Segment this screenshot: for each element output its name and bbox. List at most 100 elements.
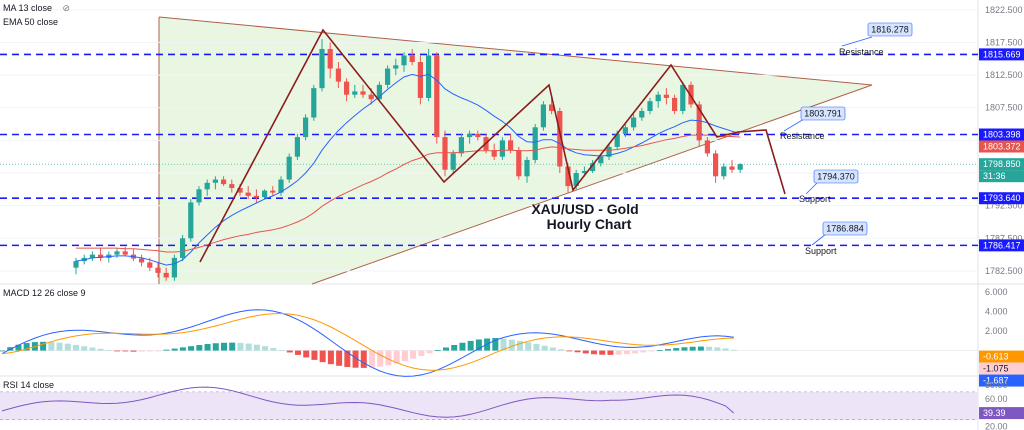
macd-histogram-bar [229,342,236,351]
macd-tick-label: 2.000 [985,326,1008,336]
macd-histogram-bar [171,348,178,351]
price-tick-label: 1817.500 [985,37,1023,47]
candle [401,52,407,72]
candle [417,55,423,105]
candle [688,81,694,108]
candle [426,48,432,102]
macd-histogram-bar [410,350,417,359]
legend-macd[interactable]: MACD 12 26 close 9 [3,288,86,298]
macd-histogram-bar [426,350,433,354]
candle [278,176,284,196]
macd-tick-label: 6.000 [985,287,1008,297]
macd-histogram-bar [253,344,260,351]
macd-badge: -1.075 [979,362,1024,375]
macd-histogram-bar [615,350,622,355]
rsi-pane [0,386,978,420]
candle [155,262,161,278]
legend-ema50[interactable]: EMA 50 close [3,17,58,27]
macd-histogram-bar [632,350,639,354]
svg-text:-1.075: -1.075 [983,364,1009,374]
macd-histogram-bar [196,345,203,351]
candle [663,88,669,105]
label-support-mid: Support [799,194,831,204]
macd-histogram-bar [525,342,532,351]
candle [196,186,202,206]
candle [393,58,399,76]
label-resistance-top: Resistance [839,47,884,57]
macd-histogram-bar [582,350,589,354]
macd-histogram-bar [311,350,318,360]
macd-histogram-bar [418,350,425,356]
macd-histogram-bar [730,349,737,351]
macd-histogram-bar [278,350,285,351]
rsi-tick-label: 80.00 [985,380,1008,390]
price-tick-label: 1822.500 [985,5,1023,15]
macd-histogram-bar [15,344,22,351]
macd-histogram-bar [508,339,515,351]
wave-projection-line [199,28,786,263]
price-badge: 1815.669 [979,48,1024,61]
macd-histogram-bar [295,350,301,355]
candle [89,251,95,262]
candle [188,199,194,242]
macd-histogram-bar [73,344,79,351]
price-grid [0,9,978,272]
candle [631,114,637,131]
macd-histogram-bar [336,350,343,366]
legend-rsi[interactable]: RSI 14 close [3,380,54,390]
candle [344,78,350,102]
eye-slash-icon[interactable]: ⊘ [62,3,71,13]
macd-histogram-bar [369,350,375,368]
candle [655,91,661,108]
svg-text:1815.669: 1815.669 [983,49,1021,59]
macd-histogram-bar [558,349,565,351]
macd-histogram-bar [360,350,367,368]
macd-histogram-bar [656,350,663,351]
legend-rsi-label: RSI 14 close [3,380,55,390]
candle [303,114,309,141]
candle [253,189,259,203]
svg-text:-1.687: -1.687 [983,376,1009,386]
candle [532,124,538,164]
candle [672,94,678,115]
candle [590,159,596,174]
macd-histogram-bar [697,346,704,351]
rsi-axis: 80.00 60.00 20.00 39.39 [979,380,1024,430]
candle [639,107,645,121]
macd-histogram-bar [549,347,556,351]
candle [721,163,727,180]
macd-histogram-bar [377,350,384,367]
horizontal-levels [0,53,978,247]
price-badge: 1803.398 [979,128,1024,141]
macd-histogram-bar [327,350,334,365]
macd-histogram-bar [64,343,71,351]
candle [286,153,292,183]
callout-r2: 1803.791 [783,106,846,132]
svg-text:1803.372: 1803.372 [983,142,1021,152]
candle [360,84,366,98]
macd-histogram-bar [352,350,359,368]
price-axis: 1822.5001817.5001812.5001807.5001802.500… [979,5,1024,276]
macd-histogram-bar [204,344,211,351]
macd-histogram-bar [56,342,63,351]
macd-histogram-bar [533,343,540,351]
candle [385,65,391,89]
candle [458,133,464,157]
candle [180,235,186,262]
rsi-band [0,392,978,420]
candle [139,254,145,267]
macd-histogram-bar [681,347,688,351]
macd-histogram-bar [623,350,630,355]
macd-histogram-bar [344,350,351,367]
legend-ma13[interactable]: MA 13 close ⊘ [3,3,70,14]
macd-histogram-bar [89,347,96,351]
macd-histogram-bar [393,350,400,364]
ma13-line [75,73,741,266]
macd-histogram-bar [599,350,606,355]
candle [245,186,251,200]
svg-text:31:36: 31:36 [983,171,1006,181]
price-badge: 1786.417 [979,239,1024,252]
macd-histogram-bar [23,343,30,351]
triangle-lower-trendline [311,84,873,285]
